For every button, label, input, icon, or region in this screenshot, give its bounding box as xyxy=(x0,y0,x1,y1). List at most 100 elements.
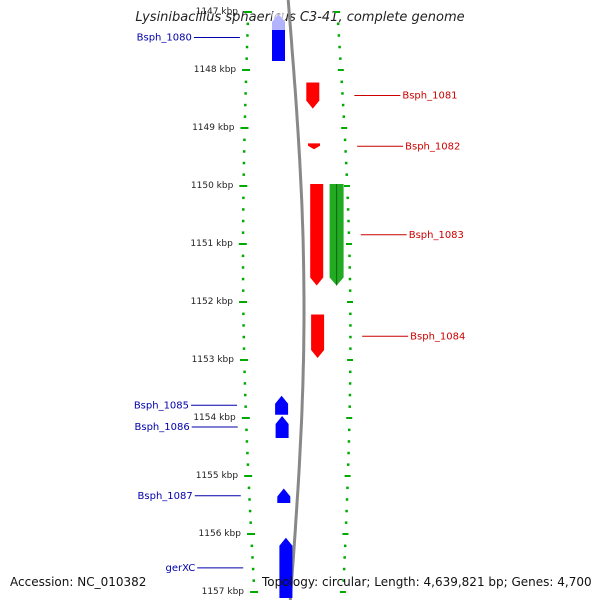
right-ruler-dot xyxy=(348,266,352,269)
left-ruler-dot xyxy=(246,463,250,466)
right-ruler-dot xyxy=(347,428,351,432)
right-ruler-dot xyxy=(346,463,350,466)
tick-label: 1151 kbp xyxy=(190,239,233,249)
right-ruler-dot xyxy=(346,208,350,211)
tick-label: 1150 kbp xyxy=(191,181,234,191)
right-ruler-dot xyxy=(342,115,346,118)
left-ruler-dot xyxy=(252,579,255,582)
left-ruler-dot xyxy=(248,498,251,501)
plus-gene-arrow xyxy=(306,82,320,109)
right-ruler-dot xyxy=(337,34,341,37)
right-ruler-dot xyxy=(349,324,352,327)
genome-backbone xyxy=(286,0,306,600)
right-ruler-dot xyxy=(348,289,352,292)
tick-label: 1156 kbp xyxy=(199,529,242,539)
right-ruler-dot xyxy=(344,150,347,153)
left-ruler-dot xyxy=(245,428,248,432)
gene-label: Bsph_1085 xyxy=(134,400,189,411)
topology-text: Topology: circular; Length: 4,639,821 bp… xyxy=(262,575,592,589)
left-ruler-dot xyxy=(242,312,245,316)
tick-label: 1153 kbp xyxy=(192,355,235,365)
left-ruler-dot xyxy=(243,115,247,118)
minus-gene-arrow xyxy=(275,416,289,438)
left-ruler-dot xyxy=(242,196,245,200)
left-ruler-dot xyxy=(251,567,255,571)
right-ruler-dot xyxy=(339,57,342,60)
left-ruler-dot xyxy=(244,103,247,107)
right-ruler-dot xyxy=(346,486,349,490)
left-ruler-dot xyxy=(243,370,246,374)
plus-gene-arrow xyxy=(310,184,324,286)
left-ruler-dot xyxy=(241,277,245,281)
left-ruler-dot xyxy=(244,405,247,408)
left-ruler-dot xyxy=(242,347,246,350)
plus-gene-arrow xyxy=(308,143,320,150)
right-ruler-dot xyxy=(338,45,341,49)
plus-gene-arrow xyxy=(311,314,325,358)
right-ruler-dot xyxy=(348,254,351,258)
left-ruler-dot xyxy=(244,80,248,84)
left-ruler-dot xyxy=(248,509,252,513)
minus-gene-arrow xyxy=(277,488,291,503)
left-ruler-dot xyxy=(245,440,249,443)
gene-features: Bsph_1080 Bsph_1081 Bsph_1082 Bsph_1083 Bsph… xyxy=(134,14,465,598)
right-ruler-dot xyxy=(345,509,348,513)
right-ruler-dot xyxy=(348,393,352,397)
kbp-tick-labels: 1147 kbp 1148 kbp 1149 kbp 1150 kbp 1151 kbp… xyxy=(190,7,244,597)
right-ruler-dot xyxy=(343,544,347,548)
tick-label: 1157 kbp xyxy=(202,587,245,597)
right-ruler-dot xyxy=(345,173,348,176)
left-ruler-dot xyxy=(245,45,249,49)
right-ruler-dot xyxy=(349,347,352,350)
right-ruler-dot xyxy=(349,335,352,339)
right-ruler-dot xyxy=(336,22,340,26)
left-ruler-dot xyxy=(241,289,245,292)
left-ruler-dot xyxy=(249,521,252,524)
gene-label: Bsph_1087 xyxy=(138,491,193,502)
left-ruler-dot xyxy=(250,544,254,548)
right-ruler xyxy=(334,11,354,593)
left-ruler-dot xyxy=(243,138,246,142)
tick-label: 1154 kbp xyxy=(193,413,236,423)
right-ruler-dot xyxy=(347,231,351,234)
accession-text: Accession: NC_010382 xyxy=(10,575,147,589)
gene-label: Bsph_1082 xyxy=(405,141,460,152)
tick-label: 1148 kbp xyxy=(194,65,237,75)
left-ruler-dot xyxy=(246,34,249,37)
left-ruler-dot xyxy=(242,173,245,176)
gene-fade xyxy=(271,14,285,30)
right-ruler-dot xyxy=(343,138,347,142)
gene-label: gerXC xyxy=(166,563,196,574)
right-ruler-dot xyxy=(346,196,349,200)
right-ruler-dot xyxy=(347,219,350,223)
tick-label: 1155 kbp xyxy=(196,471,239,481)
left-ruler-dot xyxy=(247,486,251,490)
left-ruler-dot xyxy=(246,451,249,455)
minus-gene-arrow xyxy=(275,395,289,415)
gene-label: Bsph_1086 xyxy=(135,422,190,433)
right-ruler-dot xyxy=(343,556,346,559)
left-ruler-dot xyxy=(242,208,245,211)
right-ruler-dot xyxy=(342,579,345,582)
right-ruler-dot xyxy=(347,440,351,443)
left-ruler-dot xyxy=(242,150,246,153)
left-ruler-dot xyxy=(242,324,245,327)
left-ruler-dot xyxy=(241,266,245,269)
right-ruler-dot xyxy=(348,277,352,281)
gene-label: Bsph_1083 xyxy=(409,230,464,241)
left-ruler-dot xyxy=(246,22,250,26)
minus-gene-arrow xyxy=(279,537,293,598)
backbone-line xyxy=(286,0,306,600)
left-ruler-dot xyxy=(244,393,247,397)
gene-label: Bsph_1080 xyxy=(137,33,192,44)
left-ruler-dot xyxy=(245,57,248,60)
right-ruler-dot xyxy=(341,92,344,95)
right-ruler-dot xyxy=(342,567,346,571)
tick-label: 1149 kbp xyxy=(192,123,235,133)
right-ruler-dot xyxy=(347,451,350,455)
right-ruler-dot xyxy=(345,498,349,501)
right-ruler-dot xyxy=(348,382,352,385)
right-ruler-dot xyxy=(341,103,345,107)
left-ruler-dot xyxy=(242,161,246,165)
